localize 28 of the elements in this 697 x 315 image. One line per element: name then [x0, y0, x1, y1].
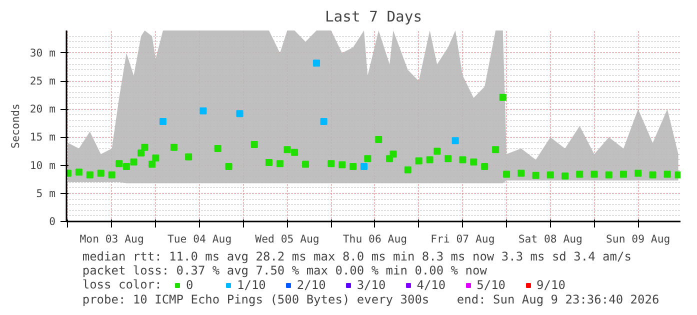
chart-title: Last 7 Days	[324, 8, 422, 26]
text: median rtt: 11.0 ms avg 28.2 ms max 8.0 ms min 8.3 ms now 3.3 ms sd 3.4 am/s	[82, 250, 632, 264]
y-tick-label: 0	[49, 215, 56, 228]
legend-label: 0	[186, 278, 194, 292]
x-tick-label: Wed 05 Aug	[255, 232, 320, 246]
y-tick-label: 15 m	[30, 130, 56, 144]
legend-label: 2/10	[296, 278, 326, 292]
legend-label: 3/10	[356, 278, 386, 292]
y-tick-label: 30 m	[30, 46, 56, 60]
text: end: Sun Aug 9 23:36:40 2026	[456, 292, 660, 306]
text: probe: 10 ICMP Echo Pings (500 Bytes) every 300s	[82, 292, 430, 306]
x-tick-label: Mon 03 Aug	[80, 232, 144, 246]
y-tick-label: 25 m	[30, 74, 56, 88]
y-tick-label: 5 m	[36, 186, 56, 200]
x-tick-label: Sun 09 Aug	[606, 232, 670, 246]
y-tick-label: 20 m	[30, 102, 56, 116]
text: packet loss: 0.37 % avg 7.50 % max 0.00 % min 0.00 % now	[82, 264, 488, 278]
x-tick-label: Sat 08 Aug	[518, 232, 582, 246]
x-tick-label: Fri 07 Aug	[430, 232, 495, 246]
x-tick-label: Tue 04 Aug	[167, 232, 232, 246]
legend-label: 5/10	[476, 278, 506, 292]
legend-label: 1/10	[237, 278, 266, 292]
x-tick-label: Thu 06 Aug	[342, 232, 408, 246]
y-axis-title: Seconds	[8, 104, 22, 148]
legend-title: loss color:	[82, 278, 162, 292]
legend-label: 9/10	[536, 278, 566, 292]
y-tick-label: 10 m	[30, 158, 56, 172]
legend-label: 4/10	[416, 278, 446, 292]
